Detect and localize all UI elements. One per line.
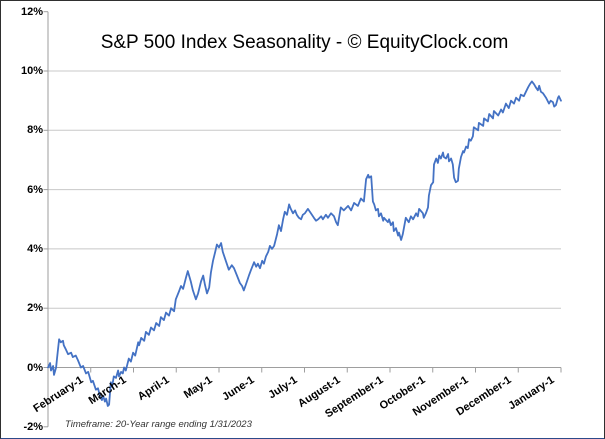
y-tick-label: 4%: [27, 242, 43, 255]
y-tick-label: 0%: [27, 361, 43, 374]
y-tick-label: 2%: [27, 302, 43, 315]
y-tick-label: -2%: [23, 420, 43, 433]
chart-title: S&P 500 Index Seasonality - © EquityCloc…: [100, 32, 509, 53]
y-tick-label: 12%: [20, 5, 43, 18]
seasonality-line: [47, 80, 562, 407]
y-tick-label: 10%: [20, 65, 43, 77]
timeframe-footnote: Timeframe: 20-Year range ending 1/31/202…: [65, 419, 252, 430]
y-tick-label: 8%: [27, 124, 43, 137]
y-tick-label: 6%: [27, 183, 43, 196]
